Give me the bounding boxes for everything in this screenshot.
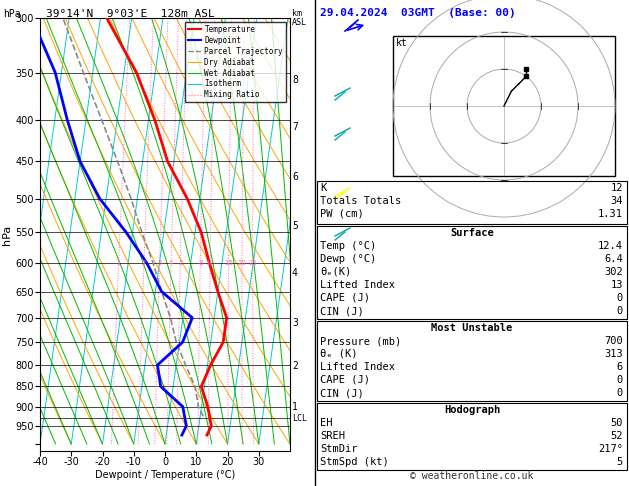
- Text: CIN (J): CIN (J): [320, 388, 364, 398]
- Text: 39°14'N  9°03'E  128m ASL: 39°14'N 9°03'E 128m ASL: [47, 9, 215, 19]
- Text: km
ASL: km ASL: [292, 9, 307, 27]
- Text: Surface: Surface: [450, 228, 494, 238]
- Text: 29.04.2024  03GMT  (Base: 00): 29.04.2024 03GMT (Base: 00): [320, 8, 516, 18]
- Text: 6: 6: [617, 362, 623, 372]
- Text: 8: 8: [198, 260, 203, 266]
- Text: 5: 5: [178, 260, 182, 266]
- Text: PW (cm): PW (cm): [320, 209, 364, 219]
- Bar: [393, 36, 615, 176]
- Text: hPa: hPa: [3, 9, 21, 19]
- Text: StmDir: StmDir: [320, 444, 357, 454]
- Text: Totals Totals: Totals Totals: [320, 196, 401, 206]
- Text: CIN (J): CIN (J): [320, 306, 364, 316]
- Text: 0: 0: [617, 388, 623, 398]
- Text: 0: 0: [617, 293, 623, 303]
- Text: 1: 1: [292, 402, 298, 412]
- Text: CAPE (J): CAPE (J): [320, 375, 370, 385]
- Text: K: K: [320, 183, 326, 193]
- Text: 25: 25: [248, 260, 257, 266]
- Text: 8: 8: [292, 74, 298, 85]
- Text: 2: 2: [142, 260, 146, 266]
- Text: 5: 5: [292, 221, 298, 231]
- X-axis label: Dewpoint / Temperature (°C): Dewpoint / Temperature (°C): [95, 470, 235, 480]
- Text: 0: 0: [617, 306, 623, 316]
- Text: Temp (°C): Temp (°C): [320, 241, 376, 251]
- Text: 6: 6: [292, 172, 298, 182]
- Text: StmSpd (kt): StmSpd (kt): [320, 457, 389, 467]
- Text: LCL: LCL: [292, 414, 307, 423]
- Text: © weatheronline.co.uk: © weatheronline.co.uk: [410, 471, 533, 481]
- Text: Pressure (mb): Pressure (mb): [320, 336, 401, 346]
- Text: Lifted Index: Lifted Index: [320, 362, 395, 372]
- Text: Most Unstable: Most Unstable: [431, 323, 513, 333]
- Text: 302: 302: [604, 267, 623, 277]
- Text: 12: 12: [611, 183, 623, 193]
- Text: 50: 50: [611, 418, 623, 428]
- Text: Hodograph: Hodograph: [444, 405, 500, 415]
- Text: 12.4: 12.4: [598, 241, 623, 251]
- Text: kt: kt: [396, 38, 408, 48]
- Text: 20: 20: [238, 260, 247, 266]
- Legend: Temperature, Dewpoint, Parcel Trajectory, Dry Adiabat, Wet Adiabat, Isotherm, Mi: Temperature, Dewpoint, Parcel Trajectory…: [185, 22, 286, 103]
- Text: 313: 313: [604, 349, 623, 359]
- Bar: [317, 403, 627, 470]
- Text: 15: 15: [224, 260, 233, 266]
- Text: EH: EH: [320, 418, 333, 428]
- Text: 3: 3: [292, 318, 298, 328]
- Text: 2: 2: [292, 361, 298, 371]
- Text: 6.4: 6.4: [604, 254, 623, 264]
- Text: CAPE (J): CAPE (J): [320, 293, 370, 303]
- Text: 52: 52: [611, 431, 623, 441]
- Text: 0: 0: [617, 375, 623, 385]
- Text: SREH: SREH: [320, 431, 345, 441]
- Text: Dewp (°C): Dewp (°C): [320, 254, 376, 264]
- Text: 1: 1: [116, 260, 121, 266]
- Text: 13: 13: [611, 280, 623, 290]
- Y-axis label: hPa: hPa: [3, 225, 13, 244]
- Text: θₑ(K): θₑ(K): [320, 267, 351, 277]
- Text: 7: 7: [292, 122, 298, 132]
- Text: 217°: 217°: [598, 444, 623, 454]
- Text: 3: 3: [157, 260, 162, 266]
- Text: 1.31: 1.31: [598, 209, 623, 219]
- Text: 5: 5: [617, 457, 623, 467]
- Text: 10: 10: [206, 260, 214, 266]
- Text: 34: 34: [611, 196, 623, 206]
- Text: Lifted Index: Lifted Index: [320, 280, 395, 290]
- Bar: [317, 321, 627, 401]
- Text: 4: 4: [292, 268, 298, 278]
- Bar: [317, 226, 627, 319]
- Bar: [317, 181, 627, 224]
- Text: 4: 4: [169, 260, 173, 266]
- Text: θₑ (K): θₑ (K): [320, 349, 357, 359]
- Text: 700: 700: [604, 336, 623, 346]
